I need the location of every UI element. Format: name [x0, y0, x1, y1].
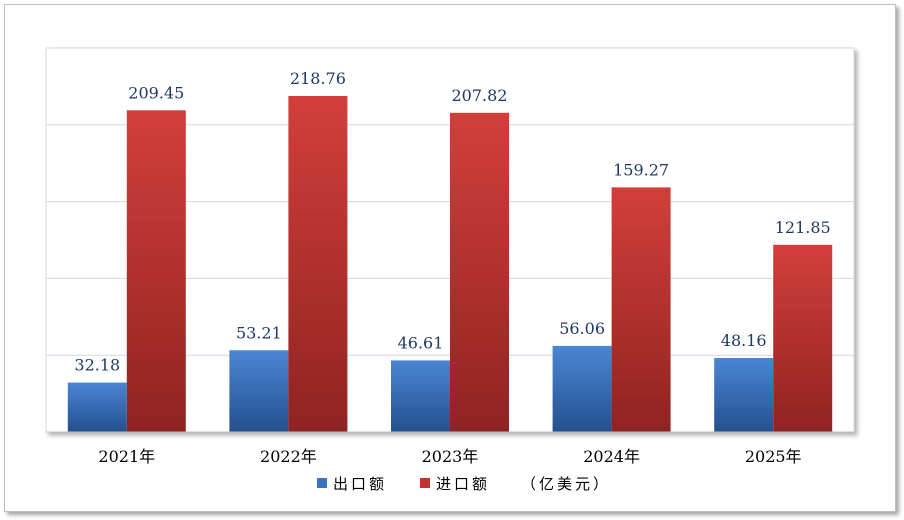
- bar-export-4: [552, 345, 612, 432]
- data-label-export-4: 56.06: [559, 319, 605, 338]
- bar-import-1: [126, 110, 186, 433]
- data-label-export-1: 32.18: [74, 356, 120, 375]
- x-tick-label: 2022年: [260, 447, 317, 466]
- data-label-import-1: 209.45: [128, 83, 184, 102]
- x-tick-label: 2023年: [422, 447, 479, 466]
- bar-import-3: [450, 112, 509, 432]
- bar-export-1: [67, 382, 127, 432]
- x-tick-label: 2024年: [583, 447, 640, 466]
- x-tick-label: 2021年: [98, 447, 155, 466]
- bar-import-4: [611, 187, 671, 432]
- legend-label-export: 出口额: [333, 475, 387, 493]
- bar-export-5: [714, 358, 774, 432]
- legend-swatch-export: [317, 478, 327, 488]
- data-label-export-3: 46.61: [398, 333, 444, 352]
- bar-export-3: [391, 360, 450, 432]
- data-label-import-5: 121.85: [775, 218, 831, 237]
- bar-import-5: [773, 244, 833, 432]
- data-label-export-2: 53.21: [236, 323, 282, 342]
- legend-swatch-import: [420, 478, 430, 488]
- data-labels: 32.18 209.45 53.21 218.76 46.61 207.82 56.06 15…: [74, 69, 830, 375]
- legend-label-import: 进口额: [436, 475, 490, 493]
- data-label-import-2: 218.76: [290, 69, 346, 88]
- legend: 出口额 进口额 （亿美元）: [317, 475, 611, 493]
- data-label-import-4: 159.27: [613, 160, 669, 179]
- x-tick-label: 2025年: [745, 447, 802, 466]
- bars: [67, 95, 833, 433]
- unit-note: （亿美元）: [521, 475, 611, 493]
- bar-export-2: [229, 350, 289, 432]
- data-label-import-3: 207.82: [452, 86, 508, 105]
- x-axis-ticks: 2021年 2022年 2023年 2024年 2025年: [98, 447, 801, 466]
- data-label-export-5: 48.16: [721, 331, 767, 350]
- bar-import-2: [288, 95, 348, 432]
